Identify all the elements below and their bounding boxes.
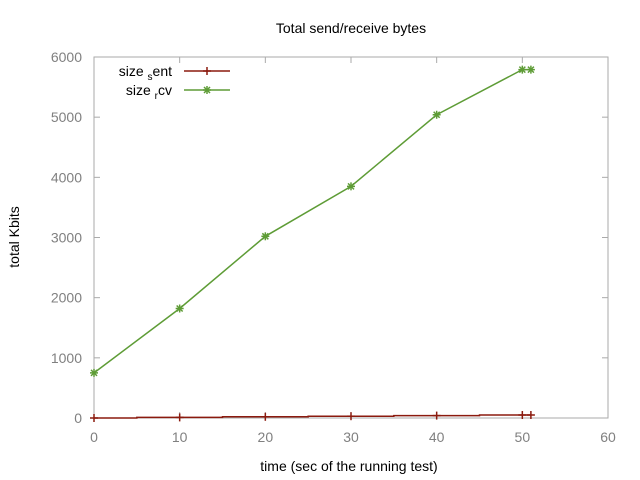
y-tick-label: 5000 <box>51 109 82 125</box>
series-line <box>93 68 531 374</box>
legend-label-sub: s <box>148 72 153 83</box>
data-point <box>347 412 355 421</box>
y-axis-label: total Kbits <box>6 206 22 267</box>
y-tick-label: 0 <box>74 410 82 426</box>
data-point <box>518 65 527 74</box>
legend-label-rest: ent <box>153 63 173 79</box>
legend-item: size sent <box>119 63 230 83</box>
chart-title: Total send/receive bytes <box>276 20 426 36</box>
data-point <box>90 368 98 377</box>
x-tick-label: 10 <box>172 429 188 445</box>
data-point <box>518 410 527 419</box>
legend-label-base: size <box>126 82 155 98</box>
data-point <box>526 65 535 74</box>
series-1 <box>90 65 535 377</box>
legend-label: size sent <box>119 63 172 83</box>
legend-label-base: size <box>119 63 148 79</box>
series-line <box>94 414 531 419</box>
data-point <box>432 110 441 119</box>
y-tick-label: 4000 <box>51 169 82 185</box>
x-tick-label: 40 <box>429 429 445 445</box>
legend-label-rest: cv <box>158 82 172 98</box>
data-point <box>432 411 441 420</box>
y-tick-label: 3000 <box>51 230 82 246</box>
y-tick-label: 1000 <box>51 350 82 366</box>
legend-marker <box>203 86 211 94</box>
legend-marker <box>203 67 211 75</box>
y-axis: 0 1000 2000 3000 4000 5000 6000 <box>51 49 608 426</box>
data-point <box>347 182 355 191</box>
legend-label-sub: r <box>155 91 159 102</box>
x-tick-label: 30 <box>343 429 359 445</box>
data-point <box>90 414 98 422</box>
plot-frame <box>93 56 609 419</box>
x-axis-label: time (sec of the running test) <box>260 458 437 474</box>
data-point <box>526 410 535 419</box>
legend-item: size rcv <box>126 82 230 102</box>
y-tick-label: 2000 <box>51 290 82 306</box>
x-tick-label: 60 <box>600 429 616 445</box>
x-axis: 0 10 20 30 40 50 60 <box>90 57 616 445</box>
series-0 <box>90 410 535 422</box>
data-point <box>261 232 270 241</box>
x-tick-label: 20 <box>258 429 274 445</box>
legend-label: size rcv <box>126 82 172 102</box>
x-tick-label: 50 <box>515 429 531 445</box>
data-point <box>261 412 270 421</box>
data-point <box>175 304 184 313</box>
y-tick-label: 6000 <box>51 49 82 65</box>
x-tick-label: 0 <box>90 429 98 445</box>
series-layer <box>90 65 535 422</box>
data-point <box>175 413 184 422</box>
